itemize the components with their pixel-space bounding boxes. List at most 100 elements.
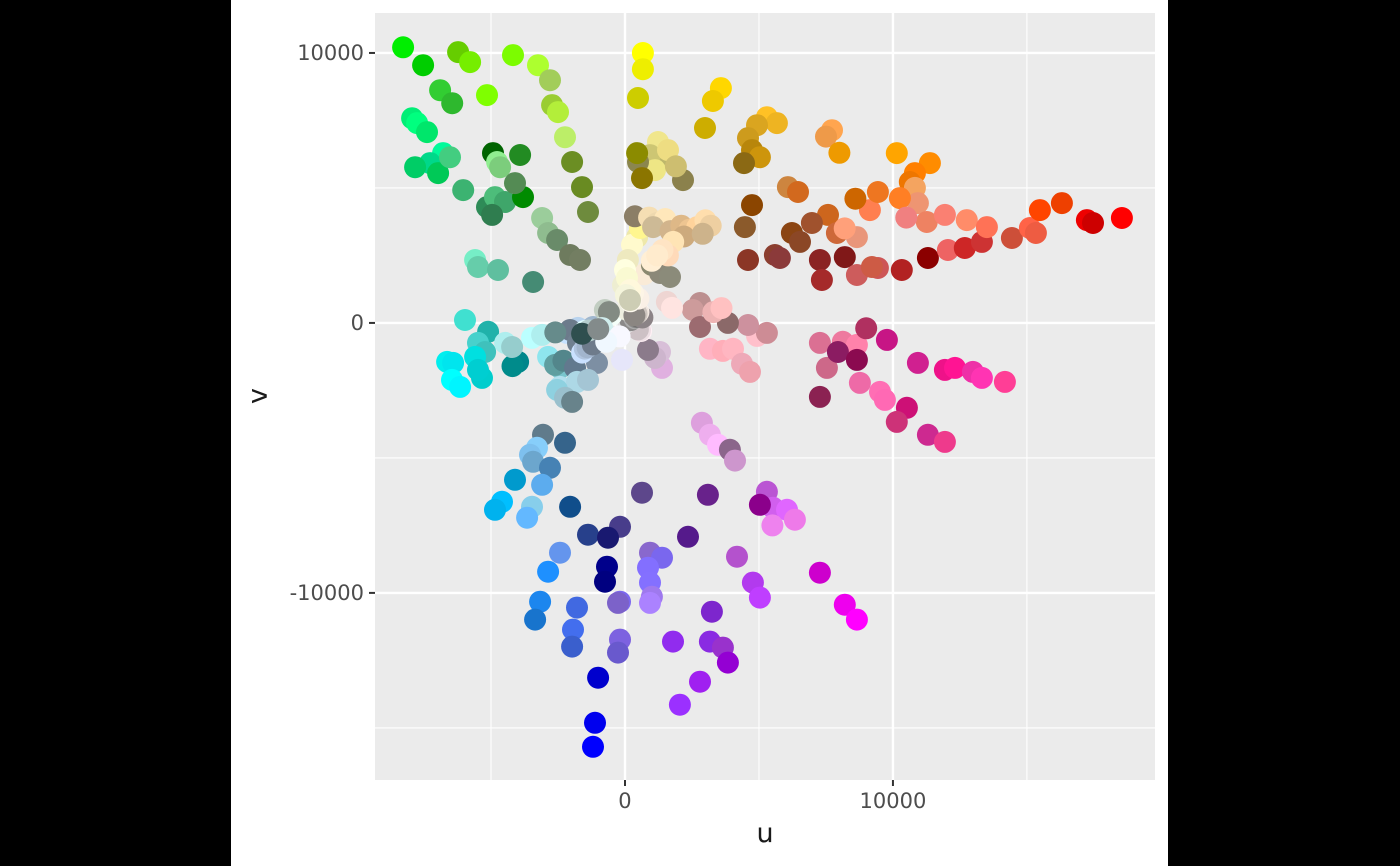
data-point [748,586,771,609]
data-point [875,328,898,351]
data-point [539,456,561,479]
data-point [504,468,526,491]
data-point [890,259,913,281]
data-point [639,591,661,614]
data-point [944,356,966,379]
panel-background [375,13,1155,780]
x-tick-label: 10000 [860,789,927,813]
data-point [677,525,699,548]
data-point [626,142,649,165]
data-point [739,360,761,383]
data-point [1024,222,1047,244]
data-point [554,431,576,454]
data-point [748,493,771,516]
data-point [691,222,714,245]
data-point [916,423,939,446]
data-point [467,358,489,381]
data-point [449,375,472,398]
figure-canvas: 0 10000 10000 0 -10000 v u [231,0,1168,866]
data-point [412,54,435,77]
data-point [562,618,584,641]
data-point [539,69,561,92]
data-point [442,351,465,374]
data-point [826,341,849,363]
data-point [607,641,629,664]
data-point [547,101,569,124]
data-point [594,570,616,593]
data-point [789,230,811,253]
data-point [501,355,524,378]
data-point [404,156,427,179]
data-point [597,526,619,549]
x-tick-label: 0 [618,789,631,813]
data-point [689,316,711,338]
y-axis-title: v [242,388,274,404]
data-point [895,206,918,229]
data-point [783,508,806,531]
data-point [916,247,939,269]
data-point [701,90,724,112]
y-tick-label: 10000 [297,41,364,65]
data-point [915,211,938,233]
data-point [845,348,868,371]
data-point [970,366,993,389]
data-point [569,249,591,271]
plot-panel: 0 10000 10000 0 -10000 [290,13,1155,813]
data-point [828,141,851,164]
data-point [733,152,755,175]
data-point [516,506,539,529]
data-point [765,112,788,135]
data-point [561,390,584,413]
data-point [544,321,567,344]
data-point [724,449,746,472]
data-point [694,117,716,139]
data-point [953,237,976,259]
data-point [577,368,599,391]
data-point [631,58,654,81]
data-point [502,44,524,67]
data-point [860,256,883,278]
data-point [646,244,669,267]
data-point [611,348,633,371]
data-point [737,314,759,336]
data-point [787,181,809,203]
data-point [933,203,956,226]
data-point [955,209,978,232]
data-point [484,498,506,521]
data-point [810,269,833,291]
data-point [487,259,509,281]
data-point [489,156,512,179]
data-point [582,735,604,758]
data-point [768,247,791,269]
data-point [848,371,871,394]
data-point [716,651,739,674]
data-point [439,146,461,169]
data-point [689,670,711,693]
data-point [726,545,748,568]
data-point [554,126,576,149]
data-point [1028,199,1051,222]
data-point [975,216,998,239]
data-point [501,336,524,358]
data-point [392,36,415,59]
data-point [710,297,733,320]
data-point [662,630,684,653]
data-point [524,608,547,631]
data-point [888,187,911,210]
data-point [571,176,593,199]
data-point [1082,212,1104,234]
data-point [700,600,723,623]
data-point [546,229,569,251]
data-point [452,179,475,202]
data-point [627,87,649,109]
data-point [808,385,831,408]
data-point [906,351,929,374]
data-point [808,249,831,271]
data-point [833,217,856,240]
data-point [522,450,545,473]
data-point [815,356,838,379]
data-point [1050,192,1073,215]
data-point [661,296,683,319]
data-point [619,289,641,311]
